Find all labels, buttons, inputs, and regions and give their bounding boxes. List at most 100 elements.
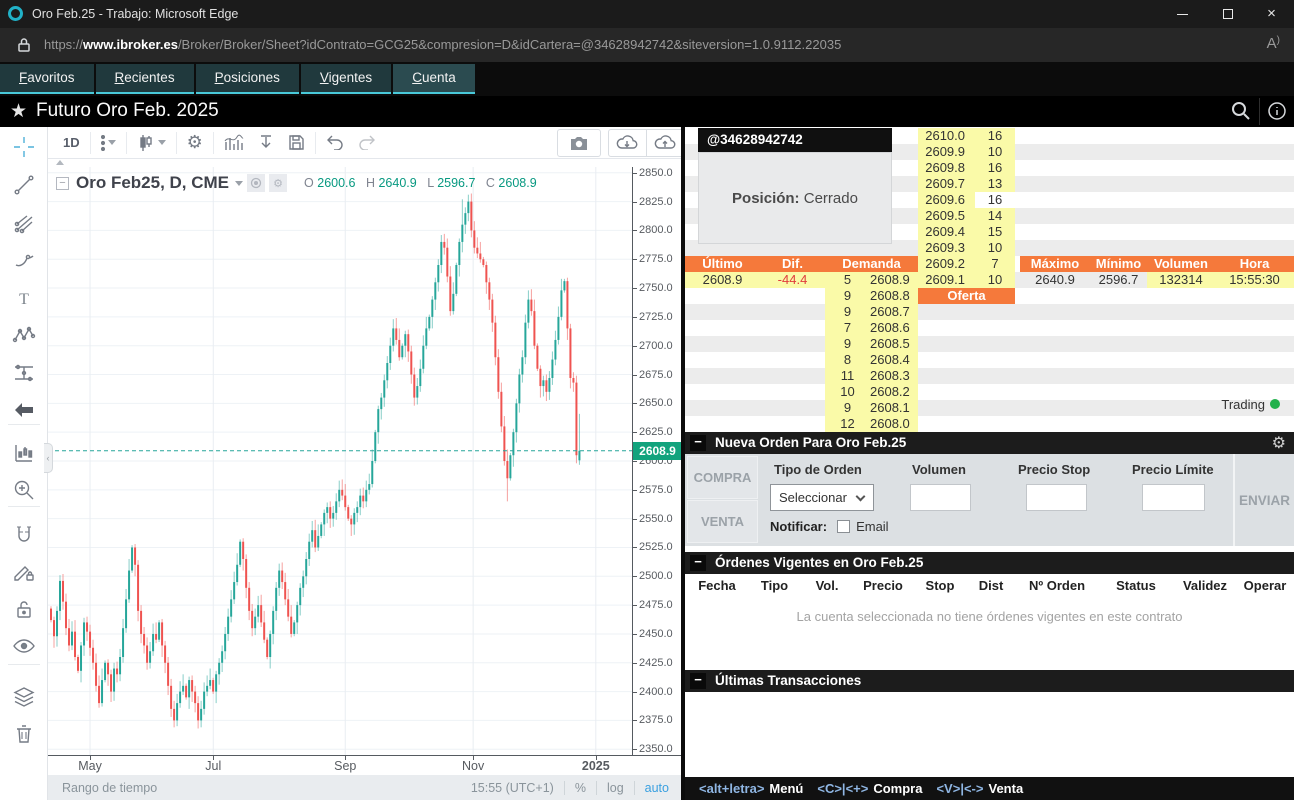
email-checkbox[interactable] [837,520,850,533]
ask-price[interactable]: 2609.7 [918,176,975,192]
lock-all-icon[interactable] [10,595,38,623]
forecast-icon[interactable] [10,359,38,387]
ask-price[interactable]: 2609.6 [918,192,975,208]
candlestick-type-button[interactable] [130,130,173,156]
ask-size[interactable]: 16 [975,160,1015,176]
volume-input[interactable] [910,484,971,511]
layers-icon[interactable] [10,683,38,711]
bid-price[interactable]: 2608.9 [870,272,918,288]
address-bar[interactable]: https://www.ibroker.es/Broker/Broker/She… [0,28,1294,62]
cloud-upload-icon[interactable] [646,130,683,156]
bid-size[interactable]: 9 [825,400,870,416]
arrow-marker-icon[interactable] [10,396,38,424]
close-button[interactable]: × [1249,0,1294,28]
tab-favoritos[interactable]: Favoritos [0,64,94,94]
price-axis[interactable]: 2850.02825.02800.02775.02750.02725.02700… [632,167,681,755]
bid-price[interactable]: 2608.1 [870,400,918,416]
order-settings-gear-icon[interactable]: ⚙ [1272,433,1286,455]
bid-size[interactable]: 12 [825,416,870,432]
clock-label[interactable]: 15:55 (UTC+1) [471,781,554,795]
bid-price[interactable]: 2608.0 [870,416,918,432]
bid-size[interactable]: 10 [825,384,870,400]
time-range-button[interactable]: Rango de tiempo [62,781,157,795]
ask-size[interactable]: 10 [975,240,1015,256]
ask-price[interactable]: 2609.4 [918,224,975,240]
chart-style-menu-button[interactable] [94,130,123,156]
url-text[interactable]: https://www.ibroker.es/Broker/Broker/She… [44,37,841,52]
price-chart[interactable]: − Oro Feb25, D, CME ⚙ O 2600.6 H 2640.9 … [48,167,632,755]
ask-price[interactable]: 2610.0 [918,128,975,144]
time-axis[interactable]: MayJulSepNov2025 [48,755,681,775]
tab-cuenta[interactable]: Cuenta [393,64,475,94]
undo-icon[interactable] [319,130,351,156]
sell-button[interactable]: VENTA [687,500,758,543]
bid-size[interactable]: 8 [825,352,870,368]
xabcd-pattern-icon[interactable] [10,322,38,350]
collapse-new-order-button[interactable]: − [690,435,706,451]
brush-icon[interactable] [10,247,38,275]
buy-button[interactable]: COMPRA [687,456,758,499]
bid-price[interactable]: 2608.2 [870,384,918,400]
symbol-caret-icon[interactable] [235,181,243,186]
gann-fan-icon[interactable] [10,209,38,237]
ask-size[interactable]: 10 [975,144,1015,160]
text-icon[interactable]: T [10,285,38,313]
minimize-button[interactable] [1160,0,1205,28]
drawing-mode-icon[interactable] [10,558,38,586]
ask-size[interactable]: 10 [975,272,1015,288]
interval-button[interactable]: 1D [56,130,87,156]
chart-settings-gear-icon[interactable]: ⚙ [180,130,210,156]
bid-price[interactable]: 2608.4 [870,352,918,368]
log-scale-button[interactable]: log [607,781,624,795]
auto-scale-button[interactable]: auto [645,781,669,795]
stop-price-input[interactable] [1026,484,1087,511]
maximize-button[interactable] [1205,0,1250,28]
legend-eye-icon[interactable] [247,174,265,192]
collapse-orders-button[interactable]: − [690,555,706,571]
tab-recientes[interactable]: Recientes [96,64,194,94]
bid-size[interactable]: 9 [825,288,870,304]
bid-price[interactable]: 2608.5 [870,336,918,352]
cloud-download-icon[interactable] [609,130,646,156]
bid-size[interactable]: 7 [825,320,870,336]
order-type-select[interactable]: Seleccionar [770,484,874,511]
bid-price[interactable]: 2608.3 [870,368,918,384]
ask-size[interactable]: 7 [975,256,1015,272]
remove-all-icon[interactable] [10,720,38,748]
info-icon[interactable] [1266,100,1288,122]
tab-vigentes[interactable]: Vigentes [301,64,391,94]
bid-size[interactable]: 11 [825,368,870,384]
load-layout-icon[interactable] [251,130,281,156]
ask-size[interactable]: 14 [975,208,1015,224]
hide-all-icon[interactable] [10,632,38,660]
tab-posiciones[interactable]: Posiciones [196,64,299,94]
account-id[interactable]: @34628942742 [698,128,892,152]
sidebar-collapse-handle[interactable]: ‹ [44,443,53,473]
ask-size[interactable]: 16 [975,128,1015,144]
bid-price[interactable]: 2608.8 [870,288,918,304]
zoom-in-icon[interactable] [10,476,38,504]
ask-price[interactable]: 2609.5 [918,208,975,224]
limit-price-input[interactable] [1142,484,1205,511]
bar-pattern-icon[interactable] [10,439,38,467]
collapse-transactions-button[interactable]: − [690,673,706,689]
legend-settings-icon[interactable]: ⚙ [269,174,287,192]
ask-size[interactable]: 15 [975,224,1015,240]
ask-price[interactable]: 2609.8 [918,160,975,176]
ask-size[interactable]: 16 [975,192,1015,208]
bid-size[interactable]: 5 [825,272,870,288]
collapse-legend-icon[interactable]: − [56,177,69,190]
toolbar-collapse-strip[interactable] [48,159,681,167]
ask-price[interactable]: 2609.1 [918,272,975,288]
snapshot-camera-icon[interactable] [557,129,601,157]
magnet-icon[interactable] [10,521,38,549]
percent-scale-button[interactable]: % [575,781,586,795]
indicators-icon[interactable] [217,130,251,156]
bid-size[interactable]: 9 [825,304,870,320]
submit-order-button[interactable]: ENVIAR [1233,454,1294,546]
search-icon[interactable] [1230,100,1252,122]
read-aloud-icon[interactable]: A) [1267,35,1280,52]
ask-price[interactable]: 2609.9 [918,144,975,160]
bid-price[interactable]: 2608.6 [870,320,918,336]
save-layout-icon[interactable] [281,130,312,156]
